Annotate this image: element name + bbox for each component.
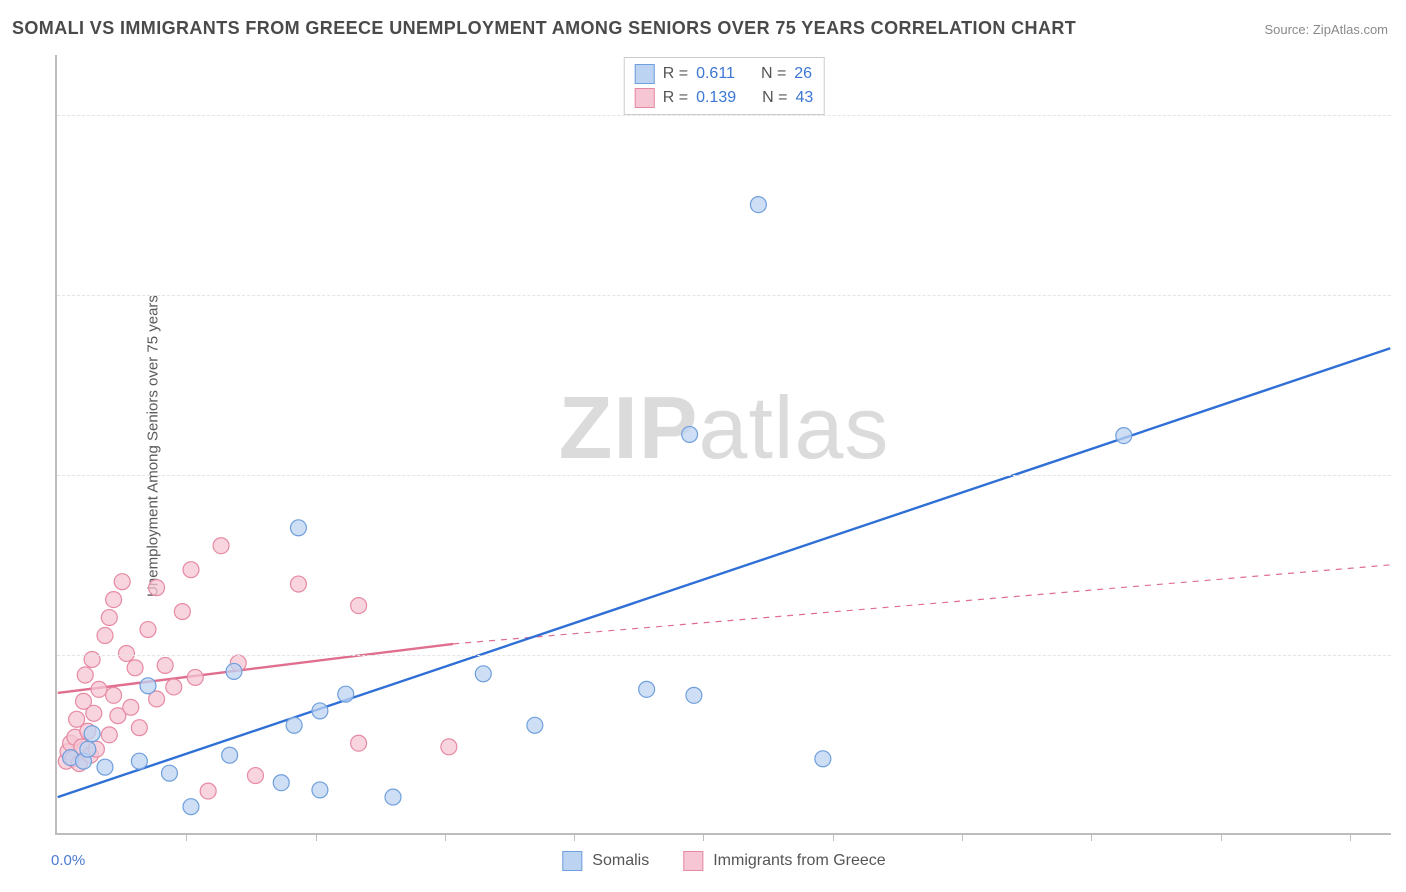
point-greece bbox=[97, 628, 113, 644]
point-greece bbox=[101, 727, 117, 743]
point-somalis bbox=[338, 686, 354, 702]
point-greece bbox=[84, 651, 100, 667]
point-greece bbox=[91, 681, 107, 697]
point-somalis bbox=[286, 717, 302, 733]
point-greece bbox=[101, 610, 117, 626]
x-tick bbox=[186, 833, 187, 841]
swatch-somalis bbox=[635, 64, 655, 84]
point-somalis bbox=[183, 799, 199, 815]
legend-row-greece: R = 0.139 N = 43 bbox=[635, 86, 814, 110]
point-somalis bbox=[686, 687, 702, 703]
point-somalis bbox=[639, 681, 655, 697]
point-greece bbox=[247, 768, 263, 784]
point-greece bbox=[106, 687, 122, 703]
n-value-somalis: 26 bbox=[794, 65, 812, 83]
grid-line bbox=[57, 115, 1391, 116]
point-greece bbox=[351, 598, 367, 614]
point-greece bbox=[200, 783, 216, 799]
point-somalis bbox=[312, 782, 328, 798]
r-value-somalis: 0.611 bbox=[696, 65, 735, 83]
point-greece bbox=[123, 699, 139, 715]
point-greece bbox=[140, 622, 156, 638]
legend-series: Somalis Immigrants from Greece bbox=[562, 851, 885, 871]
x-tick bbox=[316, 833, 317, 841]
point-somalis bbox=[131, 753, 147, 769]
grid-line bbox=[57, 295, 1391, 296]
grid-line bbox=[57, 655, 1391, 656]
point-greece bbox=[127, 660, 143, 676]
swatch-greece bbox=[635, 88, 655, 108]
legend-row-somalis: R = 0.611 N = 26 bbox=[635, 62, 814, 86]
point-greece bbox=[77, 667, 93, 683]
x-tick-min: 0.0% bbox=[51, 852, 85, 869]
point-somalis bbox=[84, 726, 100, 742]
r-label: R = bbox=[663, 65, 688, 83]
x-tick bbox=[1221, 833, 1222, 841]
x-tick bbox=[833, 833, 834, 841]
point-greece bbox=[187, 669, 203, 685]
swatch-greece bbox=[683, 851, 703, 871]
point-somalis bbox=[682, 426, 698, 442]
point-greece bbox=[166, 679, 182, 695]
point-greece bbox=[86, 705, 102, 721]
chart-container: SOMALI VS IMMIGRANTS FROM GREECE UNEMPLO… bbox=[0, 0, 1406, 892]
x-tick bbox=[1091, 833, 1092, 841]
x-tick bbox=[445, 833, 446, 841]
point-somalis bbox=[273, 775, 289, 791]
regression-line bbox=[453, 565, 1390, 644]
regression-line bbox=[58, 348, 1391, 797]
r-label: R = bbox=[663, 89, 688, 107]
scatter-svg bbox=[57, 55, 1391, 833]
point-somalis bbox=[815, 751, 831, 767]
point-greece bbox=[119, 645, 135, 661]
point-somalis bbox=[527, 717, 543, 733]
n-label: N = bbox=[761, 65, 786, 83]
point-greece bbox=[290, 576, 306, 592]
x-tick bbox=[1350, 833, 1351, 841]
point-somalis bbox=[290, 520, 306, 536]
x-tick bbox=[703, 833, 704, 841]
point-somalis bbox=[385, 789, 401, 805]
point-somalis bbox=[140, 678, 156, 694]
source-attribution: Source: ZipAtlas.com bbox=[1264, 22, 1388, 37]
point-greece bbox=[441, 739, 457, 755]
n-value-greece: 43 bbox=[795, 89, 813, 107]
chart-title: SOMALI VS IMMIGRANTS FROM GREECE UNEMPLO… bbox=[12, 18, 1076, 39]
point-greece bbox=[183, 562, 199, 578]
n-label: N = bbox=[762, 89, 787, 107]
grid-line bbox=[57, 475, 1391, 476]
point-greece bbox=[351, 735, 367, 751]
point-greece bbox=[106, 592, 122, 608]
point-somalis bbox=[97, 759, 113, 775]
point-greece bbox=[157, 657, 173, 673]
legend-label-somalis: Somalis bbox=[592, 852, 649, 870]
point-somalis bbox=[475, 666, 491, 682]
point-somalis bbox=[161, 765, 177, 781]
point-somalis bbox=[1116, 428, 1132, 444]
point-somalis bbox=[226, 663, 242, 679]
point-somalis bbox=[80, 741, 96, 757]
swatch-somalis bbox=[562, 851, 582, 871]
point-somalis bbox=[222, 747, 238, 763]
x-tick bbox=[574, 833, 575, 841]
legend-correlation: R = 0.611 N = 26 R = 0.139 N = 43 bbox=[624, 57, 825, 115]
point-somalis bbox=[750, 197, 766, 213]
regression-line bbox=[58, 644, 453, 693]
point-greece bbox=[149, 580, 165, 596]
point-somalis bbox=[312, 703, 328, 719]
plot-area: ZIPatlas R = 0.611 N = 26 R = 0.139 N = … bbox=[55, 55, 1391, 835]
point-greece bbox=[114, 574, 130, 590]
x-tick bbox=[962, 833, 963, 841]
point-greece bbox=[174, 604, 190, 620]
point-greece bbox=[213, 538, 229, 554]
r-value-greece: 0.139 bbox=[696, 89, 736, 107]
legend-label-greece: Immigrants from Greece bbox=[713, 852, 885, 870]
point-greece bbox=[131, 720, 147, 736]
